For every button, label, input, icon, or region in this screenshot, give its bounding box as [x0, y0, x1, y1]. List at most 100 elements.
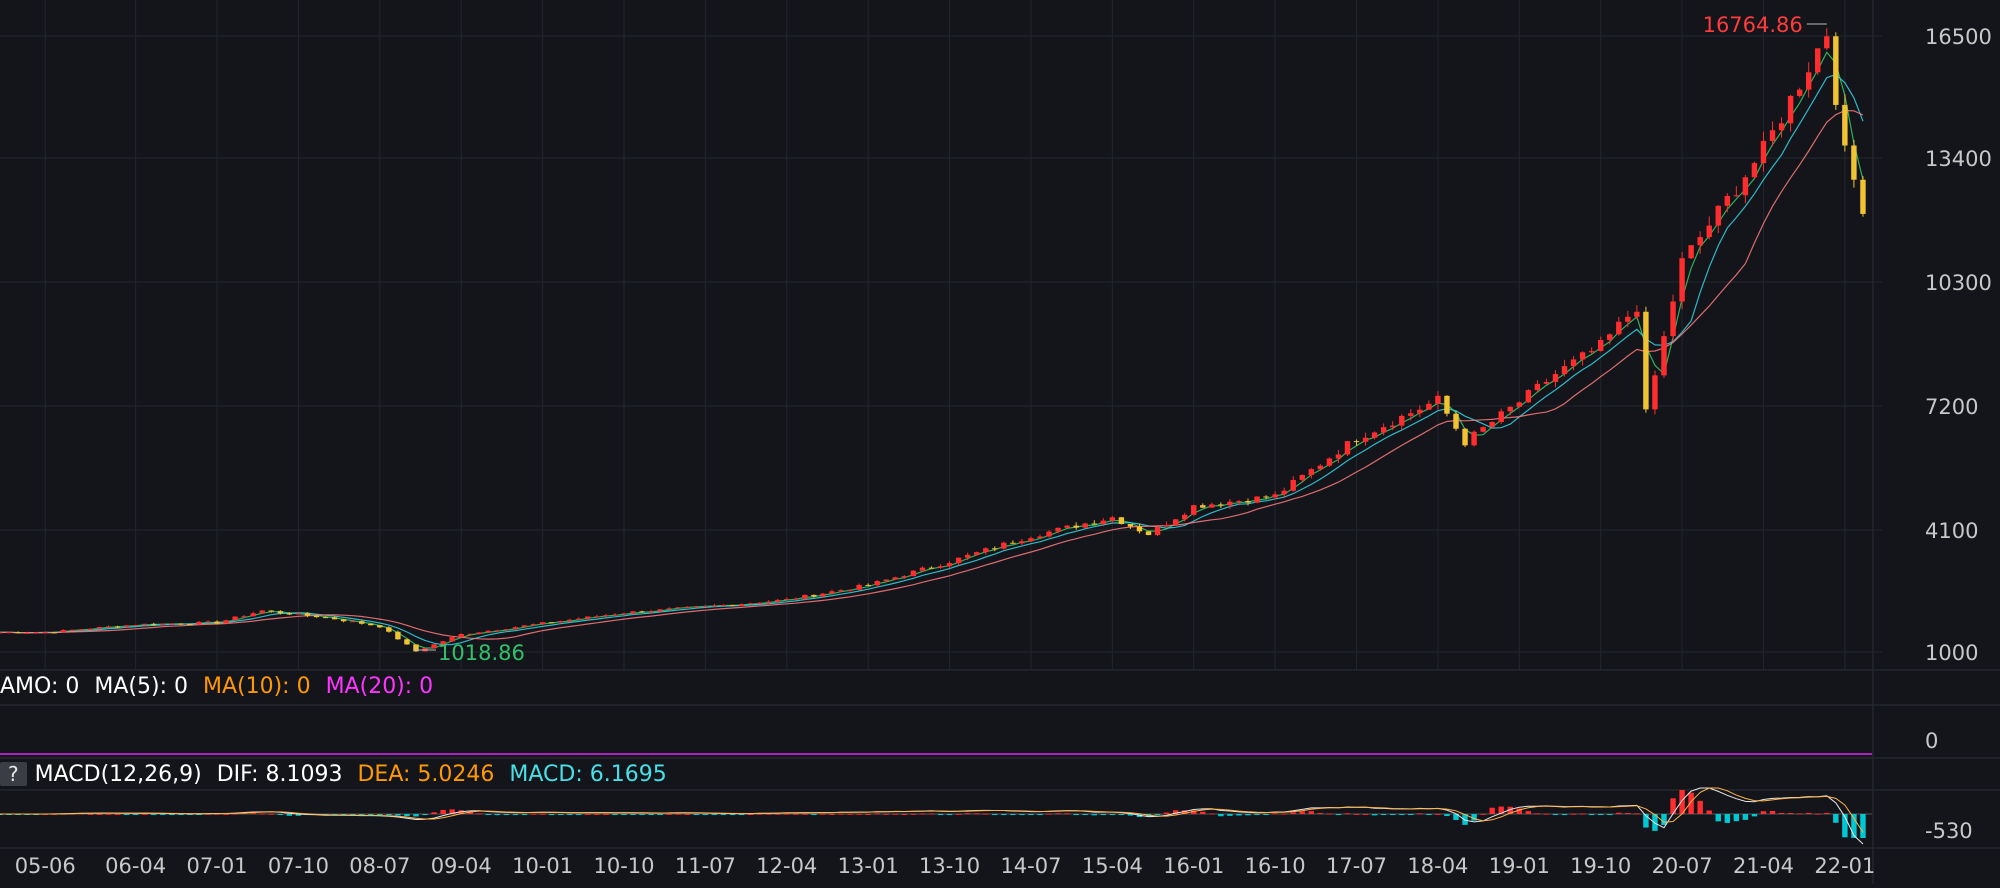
- macd-histogram-bar: [775, 813, 781, 815]
- candle-body: [51, 632, 57, 634]
- macd-histogram-bar: [1498, 806, 1504, 814]
- macd-histogram-bar: [476, 813, 483, 815]
- candle-body: [1471, 431, 1477, 446]
- date-x-axis: 05-06 06-04 07-01 07-10 08-07 09-04 10-01 10-10…: [15, 854, 1876, 878]
- macd-histogram-bar: [1661, 814, 1667, 825]
- indicator-help-button[interactable]: ?: [0, 762, 27, 786]
- macd-histogram-bar: [1272, 813, 1278, 815]
- macd-histogram-bar: [548, 814, 555, 815]
- candle-body: [413, 644, 419, 652]
- candle-body: [431, 644, 437, 649]
- macd-histogram-bar: [1046, 813, 1052, 815]
- macd-histogram-bar: [259, 813, 265, 815]
- candle-body: [1417, 409, 1423, 414]
- price-tick-label: 16500: [1925, 25, 1992, 49]
- macd-histogram-bar: [856, 813, 862, 815]
- candle-body: [151, 623, 157, 625]
- candle-body: [1136, 526, 1143, 532]
- macd-histogram-bar: [910, 813, 917, 815]
- candle-body: [123, 625, 130, 627]
- candle-body: [60, 629, 67, 633]
- candle-body: [1588, 351, 1595, 353]
- candle-body: [6, 632, 12, 634]
- candle-body: [1661, 336, 1667, 376]
- macd-histogram-bar: [648, 814, 654, 815]
- candle-body: [603, 615, 609, 617]
- candle-body: [910, 570, 917, 577]
- candle-body: [1335, 454, 1342, 459]
- candle-body: [196, 621, 202, 625]
- date-tick-label: 12-04: [756, 854, 817, 878]
- candle-body: [1489, 422, 1495, 428]
- grid-layer: [0, 0, 1882, 670]
- macd-tick-label: -530: [1925, 819, 1973, 843]
- macd-histogram-bar: [1154, 814, 1161, 815]
- macd-histogram-bar: [449, 809, 455, 814]
- candle-body: [612, 614, 618, 616]
- candle-body: [87, 628, 94, 630]
- macd-histogram-bar: [1245, 814, 1251, 816]
- price-candles[interactable]: [0, 28, 1866, 653]
- price-tick-label: 10300: [1925, 271, 1992, 295]
- macd-name-label[interactable]: MACD(12,26,9): [34, 762, 202, 787]
- macd-histogram-bar: [96, 813, 103, 815]
- macd-histogram-bar: [349, 814, 356, 815]
- candle-body: [666, 608, 672, 610]
- price-tick-label: 1000: [1925, 641, 1978, 665]
- macd-histogram-bar: [1444, 814, 1450, 817]
- ma-cyan-line: [0, 73, 1864, 646]
- date-tick-label: 13-01: [838, 854, 899, 878]
- macd-histogram-bar: [784, 813, 790, 815]
- candle-body: [1028, 538, 1034, 542]
- candle-body: [1597, 340, 1604, 352]
- macd-histogram-bar: [1408, 814, 1414, 815]
- candle-body: [386, 627, 392, 632]
- candle-body: [738, 604, 745, 606]
- candle-body: [359, 621, 365, 624]
- date-tick-label: 19-01: [1489, 854, 1550, 878]
- candle-body: [765, 601, 772, 603]
- macd-histogram-bar: [1462, 814, 1468, 825]
- macd-histogram-bar: [1742, 814, 1749, 820]
- candle-body: [1688, 245, 1694, 259]
- candle-body: [1154, 526, 1161, 536]
- candle-body: [440, 641, 446, 645]
- macd-histogram-bar: [973, 813, 980, 815]
- macd-histogram-bar: [1181, 810, 1188, 814]
- candle-body: [1299, 475, 1305, 480]
- candle-body: [141, 623, 148, 626]
- macd-histogram-bar: [178, 814, 184, 815]
- candle-body: [1254, 496, 1260, 503]
- candle-body: [187, 624, 193, 626]
- macd-histogram-bar: [1236, 814, 1242, 816]
- candle-body: [919, 567, 926, 571]
- candle-body: [1263, 496, 1269, 498]
- macd-legend: ? MACD(12,26,9) DIF: 8.1093 DEA: 5.0246 M…: [0, 762, 675, 787]
- macd-histogram-bar: [612, 814, 618, 815]
- macd-histogram-bar: [1860, 814, 1866, 838]
- macd-histogram-bar: [567, 814, 573, 815]
- macd-histogram-bar: [1326, 813, 1333, 815]
- candle-body: [729, 605, 736, 607]
- candle-body: [69, 629, 76, 631]
- candle-body: [214, 621, 220, 624]
- candle-body: [946, 563, 953, 567]
- date-tick-label: 07-10: [268, 854, 329, 878]
- candle-body: [15, 632, 21, 634]
- macd-histogram-bar: [675, 813, 681, 815]
- macd-histogram-bar: [1353, 813, 1360, 815]
- macd-histogram-bar: [729, 814, 736, 815]
- candle-body: [521, 625, 528, 628]
- macd-histogram-bar: [693, 814, 700, 815]
- macd-histogram-bar: [1715, 814, 1721, 822]
- low-value-label: 1018.86: [438, 641, 525, 665]
- candle-body: [820, 593, 826, 597]
- candle-body: [169, 623, 175, 625]
- macd-histogram-bar: [1371, 814, 1378, 816]
- macd-histogram-bar: [404, 814, 410, 817]
- macd-histogram-bar: [485, 814, 492, 815]
- candle-body: [1516, 402, 1523, 407]
- macd-histogram-bar: [657, 814, 663, 815]
